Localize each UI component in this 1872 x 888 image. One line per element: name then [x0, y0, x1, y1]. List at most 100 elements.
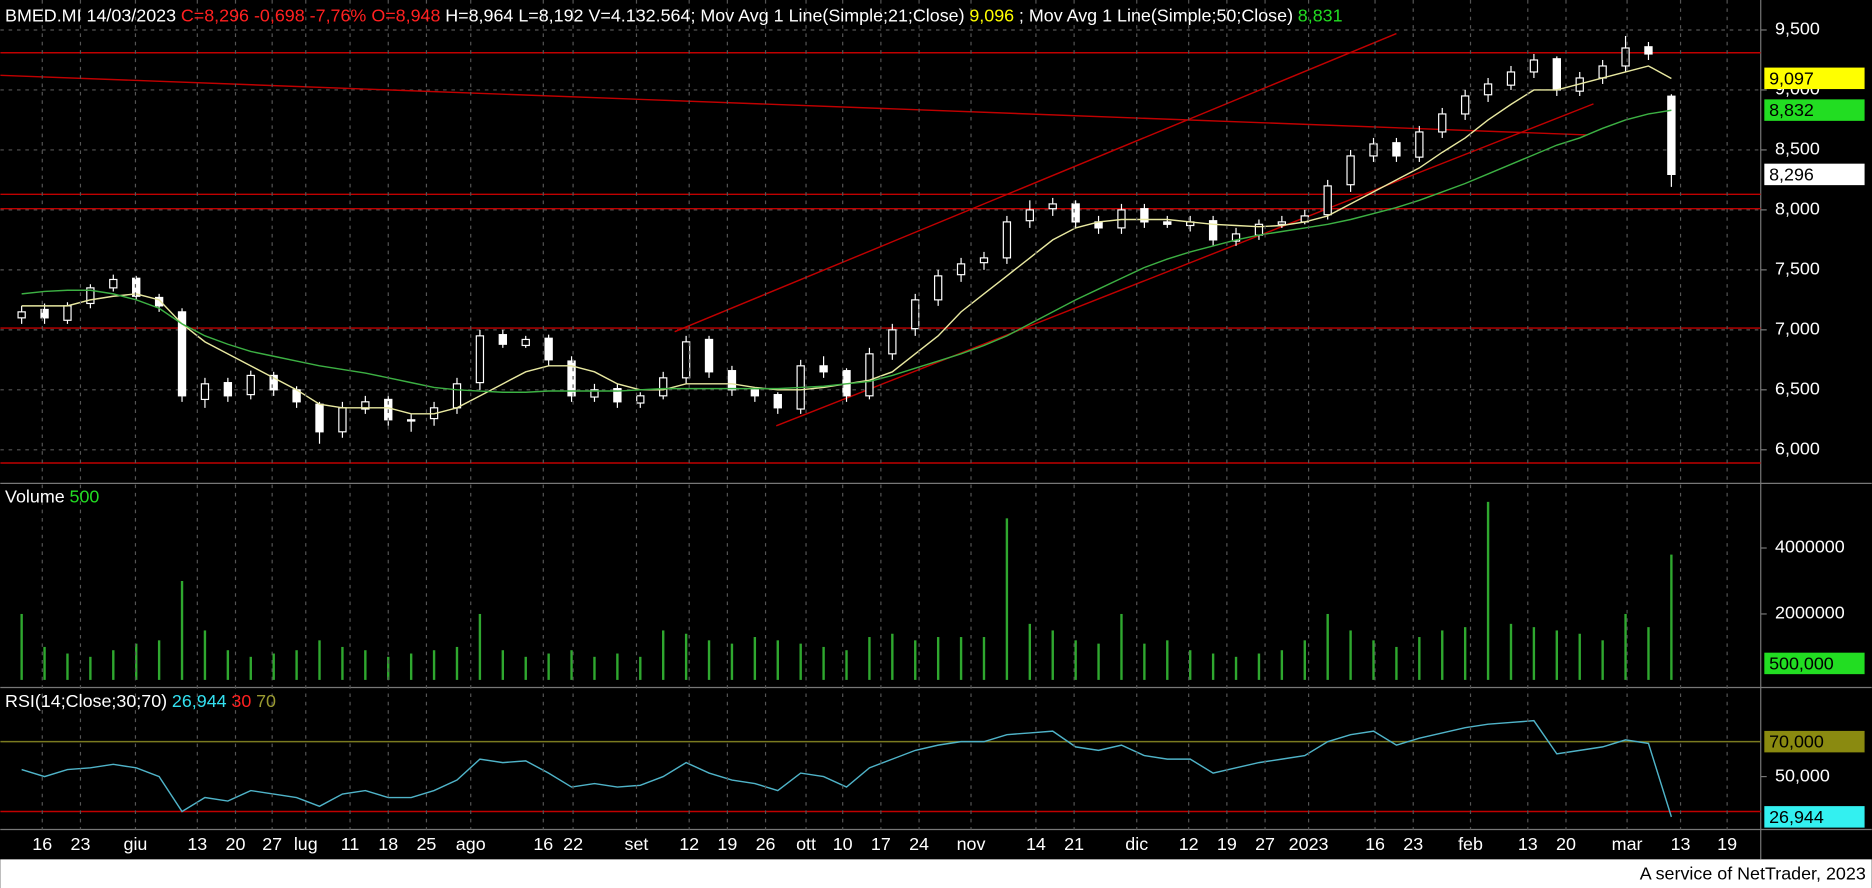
trend-line — [674, 32, 1397, 333]
x-tick-label: feb — [1458, 834, 1483, 854]
y-tick-label: 7,000 — [1775, 319, 1820, 339]
candle-body — [1506, 71, 1516, 86]
candle-body — [40, 308, 49, 319]
candle-body — [1598, 65, 1607, 79]
volume-bar — [157, 640, 161, 680]
title-part: 26,944 — [172, 691, 227, 711]
volume-bar — [1143, 643, 1146, 680]
panel-title: BMED.MI 14/03/2023 C=8,296 -0,698 -7,76% … — [5, 5, 1343, 25]
volume-bar — [570, 650, 573, 680]
candle-body — [567, 360, 576, 397]
footer-band — [0, 859, 1872, 888]
volume-bar — [776, 640, 779, 680]
volume-bar — [959, 637, 963, 680]
volume-bar — [845, 650, 848, 680]
candle-body — [1048, 203, 1057, 210]
volume-bar — [1532, 627, 1536, 680]
candle-body — [1231, 233, 1241, 242]
candle-body — [888, 329, 897, 355]
volume-bar — [272, 653, 275, 680]
volume-bar — [1486, 501, 1490, 680]
x-tick-label: set — [625, 834, 649, 854]
candle-body — [1552, 58, 1561, 91]
candle-body — [865, 353, 874, 397]
volume-bar — [43, 646, 46, 680]
panel-title: Volume 500 — [5, 486, 99, 506]
volume-bar — [1509, 623, 1513, 680]
y-tick-label: 2000000 — [1775, 603, 1845, 623]
y-tick-label: 7,500 — [1775, 259, 1820, 279]
trend-line — [775, 103, 1594, 427]
value-box-label: 26,944 — [1769, 807, 1824, 827]
candle-body — [498, 334, 507, 345]
value-box — [1764, 163, 1865, 186]
volume-bar — [936, 637, 940, 680]
candle-body — [1071, 203, 1080, 223]
candle-body — [315, 403, 324, 433]
volume-bar — [753, 637, 757, 680]
x-tick-label: 14 — [1026, 834, 1046, 854]
candle-body — [338, 407, 347, 433]
x-tick-label: 18 — [378, 834, 398, 854]
volume-bar — [1189, 650, 1192, 680]
volume-bar — [135, 643, 138, 680]
value-box — [1764, 806, 1865, 828]
title-part: 8,831 — [1298, 5, 1343, 25]
value-box-label: 9,097 — [1769, 68, 1814, 88]
volume-bar — [891, 633, 894, 680]
value-box — [1764, 67, 1865, 90]
volume-bar — [295, 650, 298, 680]
x-tick-label: 19 — [717, 834, 737, 854]
volume-bar — [662, 630, 665, 680]
volume-bar — [684, 633, 688, 680]
x-tick-label: giu — [124, 834, 148, 854]
volume-bar — [249, 656, 252, 680]
value-box — [1764, 99, 1865, 121]
candle-body — [86, 287, 95, 305]
candle-body — [659, 377, 668, 397]
candle-body — [1529, 59, 1539, 73]
volume-bar — [1257, 653, 1261, 680]
candle-body — [1025, 209, 1034, 222]
candle-body — [1002, 221, 1012, 259]
volume-bar — [1166, 640, 1169, 680]
volume-bar — [1051, 630, 1054, 680]
volume-bar — [318, 640, 321, 680]
volume-bar — [1372, 640, 1375, 680]
value-box-label: 8,296 — [1769, 164, 1814, 184]
x-tick-label: 27 — [262, 834, 282, 854]
candle-body — [544, 337, 553, 361]
volume-bar — [1555, 630, 1559, 680]
x-tick-label: nov — [957, 834, 986, 854]
title-part: H=8,964 L=8,192 V=4.132.564; Mov Avg 1 L… — [445, 5, 964, 25]
volume-bar — [547, 653, 550, 680]
background — [0, 0, 1871, 859]
panel-title: RSI(14;Close;30;70) 26,944 30 70 — [5, 691, 276, 711]
candle-body — [1140, 208, 1149, 223]
x-tick-label: 11 — [341, 834, 360, 854]
volume-bar — [1097, 643, 1100, 680]
candle-body — [1460, 95, 1470, 115]
x-tick-label: dic — [1125, 834, 1148, 854]
candle-body — [979, 257, 989, 264]
x-tick-label: 10 — [833, 834, 853, 854]
x-tick-label: 24 — [909, 834, 929, 854]
trend-line — [0, 74, 1588, 136]
volume-bar — [1280, 650, 1284, 680]
x-tick-label: 16 — [1365, 834, 1385, 854]
candle-body — [1369, 143, 1378, 157]
volume-bar — [387, 656, 390, 680]
candle-body — [406, 419, 416, 422]
x-tick-label: 20 — [226, 834, 246, 854]
volume-bar — [1418, 637, 1421, 680]
x-tick-label: 16 — [533, 834, 553, 854]
volume-bar — [868, 637, 871, 680]
title-part: RSI(14;Close;30;70) — [5, 691, 167, 711]
x-tick-label: 20 — [1556, 834, 1576, 854]
x-tick-label: 13 — [1671, 834, 1691, 854]
x-tick-label: 19 — [1717, 834, 1737, 854]
x-tick-label: 16 — [32, 834, 52, 854]
candle-body — [590, 389, 599, 398]
candle-body — [200, 383, 210, 401]
